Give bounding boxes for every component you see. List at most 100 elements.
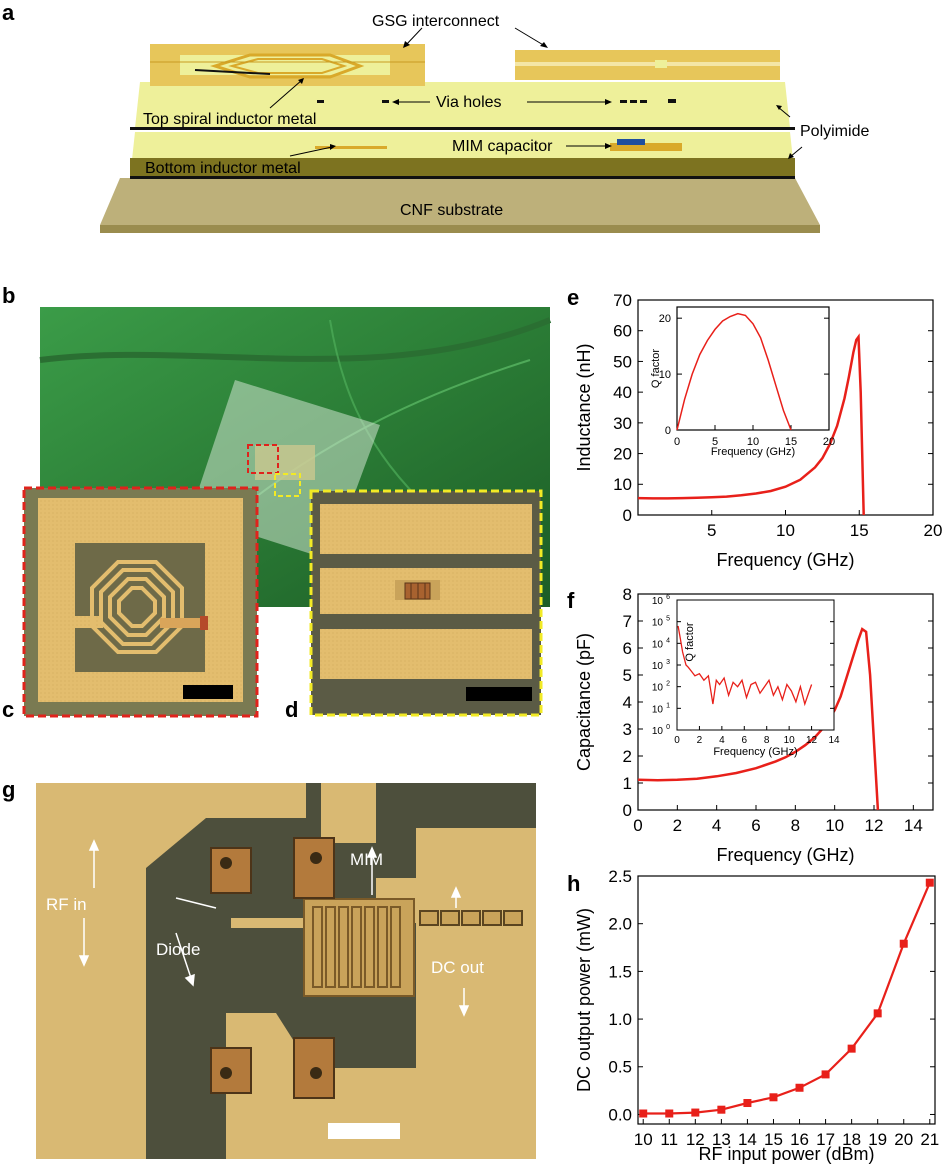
via-hole <box>630 100 637 103</box>
data-point-marker <box>821 1070 830 1079</box>
mim-capacitor-plates <box>610 143 682 151</box>
y-tick-label: 7 <box>623 612 632 631</box>
data-point-marker <box>769 1093 778 1102</box>
q-factor-series-line <box>676 312 792 431</box>
inset-y-tick-base: 10 <box>652 596 664 607</box>
x-tick-label: 11 <box>660 1130 678 1149</box>
x-tick-label: 21 <box>920 1130 939 1149</box>
y-tick-label: 1.5 <box>608 962 632 981</box>
y-tick-label: 0 <box>665 425 671 437</box>
x-tick-label: 8 <box>791 816 800 835</box>
cnf-substrate-label: CNF substrate <box>400 202 503 219</box>
x-tick-label: 16 <box>790 1130 809 1149</box>
inset-x-tick-label: 4 <box>719 735 725 746</box>
y-tick-label: 0.0 <box>608 1105 632 1124</box>
x-tick-label: 10 <box>825 816 844 835</box>
yellow-zoom-box <box>274 473 301 497</box>
inset-y-tick-exponent: 2 <box>666 681 670 688</box>
cnf-substrate-side <box>100 225 820 233</box>
inset-x-tick-label: 14 <box>828 735 840 746</box>
y-tick-label: 4 <box>623 693 632 712</box>
mim-capacitor <box>303 898 415 997</box>
data-point-marker <box>795 1083 804 1092</box>
data-point-marker <box>665 1109 674 1118</box>
inset-x-tick-label: 12 <box>806 735 818 746</box>
x-tick-label: 17 <box>816 1130 835 1149</box>
mim-label: MIM <box>350 850 383 869</box>
panel-letter-a: a <box>2 0 15 25</box>
x-axis-label: RF input power (dBm) <box>698 1144 874 1164</box>
y-tick-label: 1 <box>623 774 632 793</box>
data-point-marker <box>691 1108 700 1117</box>
x-tick-label: 6 <box>751 816 760 835</box>
inset-y-tick-base: 10 <box>652 618 664 629</box>
x-tick-label: 12 <box>686 1130 705 1149</box>
rectifier-micrograph: RF in Diode MIM DC out <box>36 783 536 1159</box>
diode-label: Diode <box>156 940 200 959</box>
panel-letter-b: b <box>2 283 16 308</box>
cnf-substrate-top <box>100 178 820 225</box>
y-tick-label: 2.0 <box>608 915 632 934</box>
x-tick-label: 15 <box>785 436 797 448</box>
plot-frame <box>637 875 936 1125</box>
inset-y-axis-label: Q factor <box>650 349 662 388</box>
data-point-marker <box>847 1044 856 1053</box>
x-tick-label: 5 <box>712 436 718 448</box>
panel-letter-c: c <box>2 697 15 722</box>
layer-schematic: GSG interconnect Via holes Top spiral in… <box>100 13 869 233</box>
x-tick-label: 12 <box>865 816 884 835</box>
inset-y-tick-exponent: 3 <box>666 659 670 666</box>
y-axis-label: Capacitance (pF) <box>574 633 594 771</box>
inset-y-tick-exponent: 0 <box>666 724 670 731</box>
inset-y-tick-exponent: 4 <box>666 637 670 644</box>
x-tick-label: 20 <box>823 436 835 448</box>
mim-dielectric <box>617 139 645 145</box>
y-tick-label: 0 <box>623 801 632 820</box>
top-metal-line <box>130 127 795 130</box>
x-tick-label: 13 <box>712 1130 731 1149</box>
scale-bar <box>466 687 532 701</box>
inset-y-tick-base: 10 <box>652 639 664 650</box>
y-tick-label: 2.5 <box>608 867 632 886</box>
dc-output-series-line <box>643 882 931 1115</box>
x-axis-label: Frequency (GHz) <box>716 845 854 865</box>
polyimide-label: Polyimide <box>800 123 869 140</box>
inset-background <box>677 600 834 730</box>
y-tick-label: 1.0 <box>608 1010 632 1029</box>
y-tick-label: 2 <box>623 747 632 766</box>
x-tick-label: 14 <box>904 816 923 835</box>
y-tick-label: 8 <box>623 585 632 604</box>
x-tick-label: 14 <box>738 1130 757 1149</box>
top-spiral-label: Top spiral inductor metal <box>143 111 316 128</box>
x-tick-label: 2 <box>673 816 682 835</box>
leaf-photo-group <box>22 307 552 718</box>
x-tick-label: 20 <box>894 1130 913 1149</box>
y-tick-label: 20 <box>613 445 632 464</box>
inset-y-tick-base: 10 <box>652 704 664 715</box>
inset-y-tick-exponent: 5 <box>666 616 670 623</box>
inset-x-tick-label: 0 <box>674 735 680 746</box>
data-point-marker <box>639 1109 648 1118</box>
x-tick-label: 18 <box>842 1130 861 1149</box>
data-point-marker <box>717 1105 726 1114</box>
inset-x-tick-label: 2 <box>697 735 703 746</box>
inset-y-tick-base: 10 <box>652 726 664 737</box>
y-tick-label: 70 <box>613 291 632 310</box>
spiral-ring-outer <box>209 53 365 79</box>
gsg-interconnect-label: GSG interconnect <box>372 13 500 30</box>
inset-y-tick-exponent: 1 <box>666 702 670 709</box>
y-tick-label: 0 <box>623 506 632 525</box>
red-zoom-box <box>247 444 279 474</box>
polyimide-top-layer <box>135 82 790 128</box>
data-point-marker <box>873 1009 882 1018</box>
panel-letter-f: f <box>567 588 575 613</box>
y-tick-label: 0.5 <box>608 1058 632 1077</box>
bottom-metal-line <box>130 176 795 179</box>
data-point-marker <box>743 1099 752 1108</box>
inset-background <box>677 307 829 430</box>
inductance-series-line <box>637 333 865 516</box>
y-tick-label: 50 <box>613 352 632 371</box>
data-point-marker <box>899 939 908 948</box>
via-hole <box>620 100 627 103</box>
